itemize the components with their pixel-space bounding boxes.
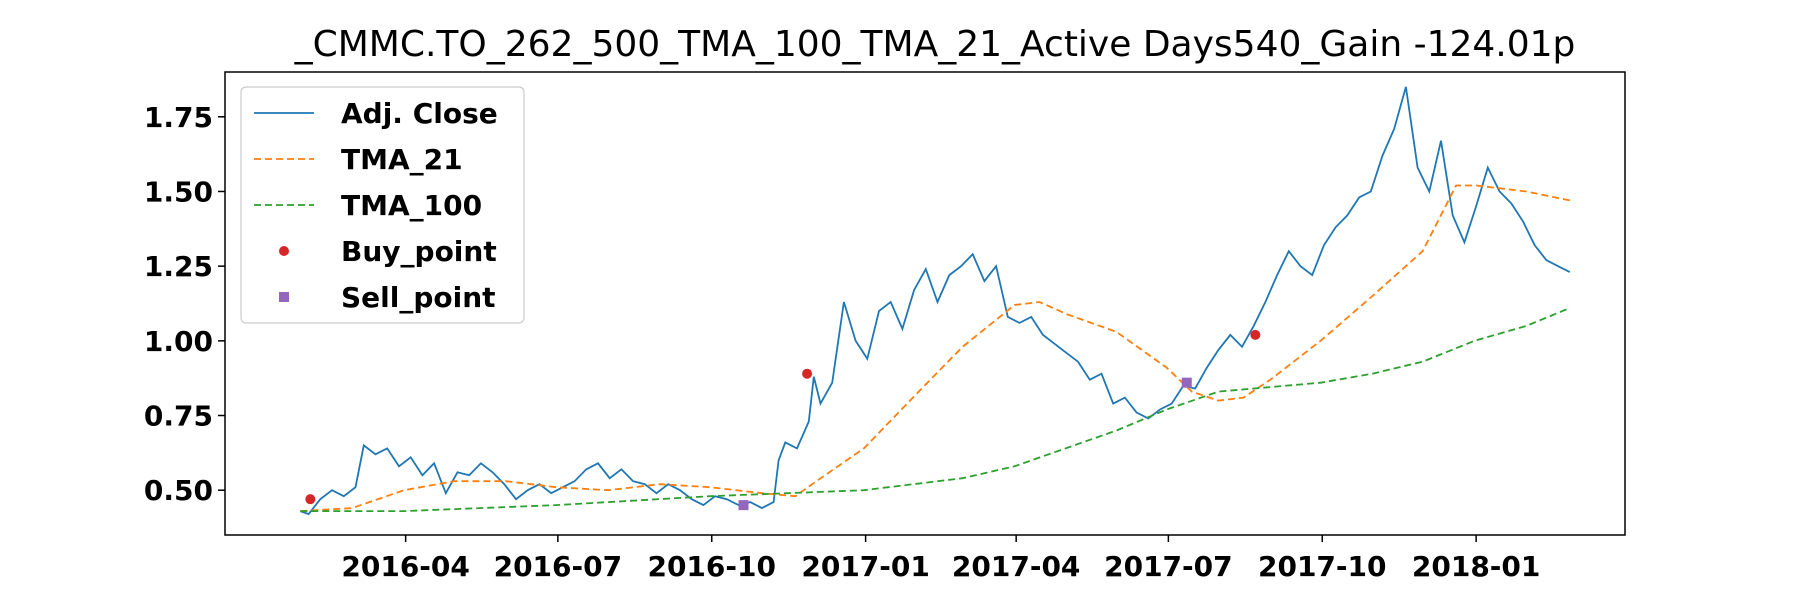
y-tick-label: 0.50: [144, 474, 213, 507]
legend-label: TMA_21: [341, 143, 463, 176]
y-tick-label: 1.00: [144, 325, 213, 358]
y-tick-label: 1.75: [144, 101, 213, 134]
x-tick-label: 2016-04: [341, 550, 470, 583]
legend-label: Sell_point: [341, 281, 496, 314]
x-tick-label: 2016-10: [647, 550, 776, 583]
legend: Adj. Close TMA_21 TMA_100 Buy_point Sell_poi…: [240, 86, 525, 324]
x-tick-label: 2016-07: [494, 550, 623, 583]
x-tick-label: 2017-01: [801, 550, 930, 583]
tma-100-line: [300, 307, 1571, 512]
x-tick-label: 2018-01: [1412, 550, 1541, 583]
buy-point-marker: [802, 368, 813, 379]
y-tick-label: 1.25: [144, 250, 213, 283]
y-tick-label: 1.50: [144, 175, 213, 208]
chart-title: _CMMC.TO_262_500_TMA_100_TMA_21_Active D…: [294, 24, 1576, 65]
tma-21-line: [300, 184, 1570, 512]
legend-label: TMA_100: [341, 189, 482, 222]
sell-point-marker: [738, 500, 749, 511]
x-tick-label: 2017-07: [1104, 550, 1233, 583]
legend-swatch: [279, 292, 289, 302]
legend-label: Adj. Close: [341, 97, 498, 130]
legend-label: Buy_point: [341, 235, 497, 268]
plot-area: [299, 86, 1571, 516]
buy-point-marker: [1250, 329, 1261, 340]
close-price-line: [299, 86, 1571, 516]
x-axis: 2016-04 2016-07 2016-10 2017-01 2017-04 2017-…: [341, 535, 1540, 583]
x-tick-label: 2017-04: [952, 550, 1081, 583]
sell-point-marker: [1181, 377, 1192, 388]
legend-box: [240, 86, 525, 324]
plot-frame: [224, 71, 1626, 536]
buy-point-marker: [305, 494, 316, 505]
y-tick-label: 0.75: [144, 400, 213, 433]
x-tick-label: 2017-10: [1258, 550, 1387, 583]
legend-swatch: [279, 246, 289, 256]
y-axis: 0.50 0.75 1.00 1.25 1.50 1.75: [144, 101, 225, 507]
